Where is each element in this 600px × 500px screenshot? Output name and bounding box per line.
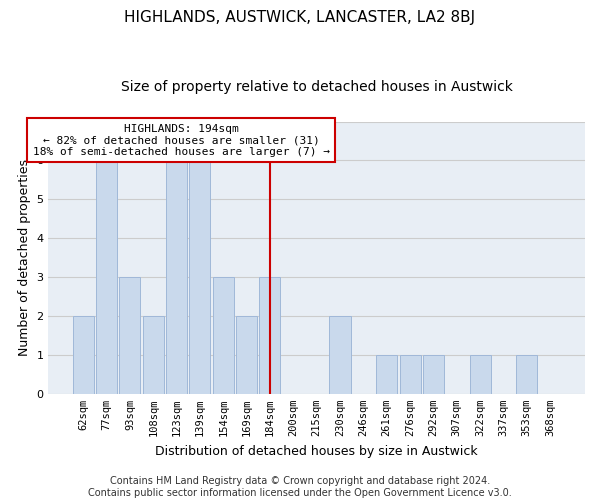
Bar [376, 355, 397, 394]
Bar [423, 355, 444, 394]
Title: Size of property relative to detached houses in Austwick: Size of property relative to detached ho… [121, 80, 512, 94]
Bar [143, 316, 164, 394]
Bar [329, 316, 350, 394]
Bar [213, 277, 234, 394]
Y-axis label: Number of detached properties: Number of detached properties [18, 159, 31, 356]
Bar [516, 355, 537, 394]
Bar [259, 277, 280, 394]
Text: HIGHLANDS, AUSTWICK, LANCASTER, LA2 8BJ: HIGHLANDS, AUSTWICK, LANCASTER, LA2 8BJ [124, 10, 476, 25]
Text: Contains HM Land Registry data © Crown copyright and database right 2024.
Contai: Contains HM Land Registry data © Crown c… [88, 476, 512, 498]
Bar [470, 355, 491, 394]
Bar [119, 277, 140, 394]
Text: HIGHLANDS: 194sqm
← 82% of detached houses are smaller (31)
18% of semi-detached: HIGHLANDS: 194sqm ← 82% of detached hous… [33, 124, 330, 156]
Bar [166, 160, 187, 394]
Bar [400, 355, 421, 394]
X-axis label: Distribution of detached houses by size in Austwick: Distribution of detached houses by size … [155, 444, 478, 458]
Bar [96, 160, 117, 394]
Bar [73, 316, 94, 394]
Bar [236, 316, 257, 394]
Bar [190, 160, 211, 394]
